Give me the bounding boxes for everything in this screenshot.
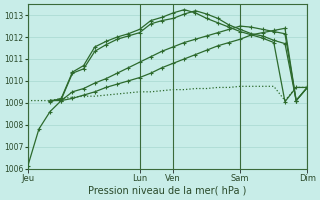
X-axis label: Pression niveau de la mer( hPa ): Pression niveau de la mer( hPa ) xyxy=(88,186,247,196)
